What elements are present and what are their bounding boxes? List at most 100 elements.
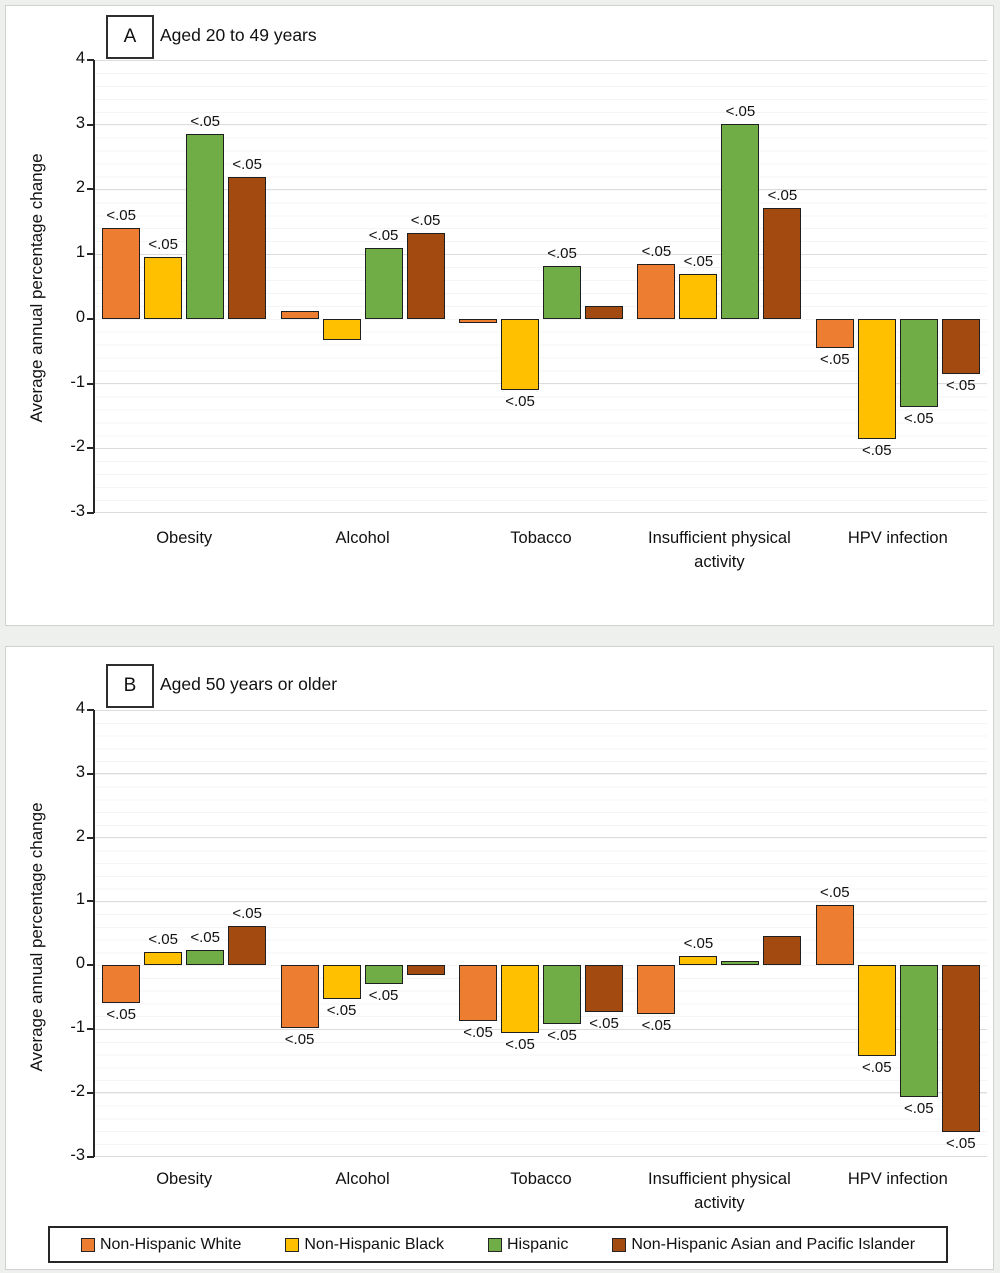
legend-swatch — [612, 1237, 627, 1252]
bar — [186, 134, 225, 319]
y-axis-line — [93, 60, 95, 513]
panel-a-plot-area: 4 3 2 1 0 -1 -2 -3 <.05 <.05 <.05 <.05 Obesity <.05 <.… — [6, 6, 993, 625]
x-category-label: HPV infection — [847, 529, 948, 547]
bar — [763, 208, 802, 319]
y-tick-label-4: 4 — [75, 49, 85, 67]
legend-item: Non-Hispanic White — [80, 1235, 242, 1254]
p-value-label: <.05 — [547, 244, 577, 262]
bar — [585, 965, 623, 1012]
p-value-label: <.05 — [589, 1014, 619, 1032]
panel-a-letter: A — [123, 26, 137, 47]
bar — [459, 318, 497, 324]
y-tick-label-0: 0 — [75, 954, 85, 973]
panel-b: B Aged 50 years or older Average annual … — [5, 646, 994, 1270]
x-category-label: Insufficient physical activity — [648, 1170, 791, 1212]
x-category-label: Tobacco — [510, 1170, 572, 1188]
bar — [543, 965, 581, 1024]
y-axis-tick-2 — [87, 188, 94, 191]
legend-swatch — [80, 1237, 95, 1252]
legend-item: Hispanic — [487, 1235, 569, 1254]
x-category-label: Obesity — [156, 529, 213, 547]
bar — [228, 925, 267, 966]
bar — [637, 263, 676, 319]
x-category-label: Alcohol — [335, 1170, 390, 1188]
gridline-4 — [95, 709, 987, 711]
y-tick-label-2: 2 — [75, 826, 85, 845]
panel-b-letter: B — [123, 675, 137, 696]
y-tick-label-4: 4 — [75, 699, 85, 717]
p-value-label: <.05 — [505, 392, 535, 410]
y-axis-tick--2 — [87, 447, 94, 450]
bar — [459, 965, 497, 1022]
y-axis-tick-4 — [87, 59, 94, 61]
p-value-label: <.05 — [106, 207, 136, 225]
bar — [406, 965, 445, 976]
bar — [102, 228, 141, 319]
p-value-label: <.05 — [861, 1058, 892, 1076]
panel-a: A Aged 20 to 49 years Average annual per… — [5, 5, 994, 626]
y-axis-tick--2 — [87, 1091, 94, 1094]
gridline--1 — [95, 383, 987, 384]
y-axis-tick-0 — [87, 317, 94, 320]
bar — [322, 965, 361, 999]
p-value-label: <.05 — [861, 442, 892, 460]
gridline-2 — [95, 837, 987, 839]
gridline-4 — [95, 59, 987, 61]
bar — [857, 318, 896, 440]
y-axis-tick-4 — [87, 709, 94, 711]
x-category-label: HPV infection — [847, 1170, 948, 1188]
bar — [322, 318, 361, 341]
bar — [144, 256, 183, 319]
legend: Non-Hispanic White Non-Hispanic Black Hisp… — [48, 1226, 948, 1263]
y-tick-label-2: 2 — [75, 178, 85, 197]
y-axis-tick-2 — [87, 836, 94, 839]
p-value-label: <.05 — [819, 884, 850, 902]
p-value-label: <.05 — [232, 156, 262, 174]
x-category-label: Insufficient physical activity — [648, 529, 791, 571]
legend-swatch — [285, 1237, 300, 1252]
p-value-label: <.05 — [683, 252, 714, 270]
y-tick-label-3: 3 — [75, 762, 85, 781]
x-category-label: Alcohol — [335, 529, 390, 547]
p-value-label: <.05 — [368, 227, 399, 245]
legend-item: Non-Hispanic Asian and Pacific Islander — [612, 1236, 915, 1254]
p-value-label: <.05 — [368, 987, 399, 1005]
bar — [406, 232, 445, 319]
y-tick-label-0: 0 — [75, 307, 85, 326]
y-axis-tick-3 — [87, 772, 94, 775]
panel-a-label-box: A — [106, 15, 154, 59]
y-tick-label--1: -1 — [70, 1018, 85, 1036]
panel-b-title: Aged 50 years or older — [160, 674, 338, 694]
bar — [763, 935, 802, 966]
bar — [679, 273, 718, 319]
y-axis-tick--3 — [87, 1155, 94, 1158]
bar — [364, 965, 403, 985]
p-value-label: <.05 — [945, 376, 976, 394]
p-value-label: <.05 — [106, 1005, 136, 1023]
bar — [637, 965, 676, 1015]
bar — [501, 318, 539, 390]
gridline-1 — [95, 253, 987, 255]
legend-item: Non-Hispanic Black — [285, 1236, 444, 1254]
bar — [941, 965, 980, 1133]
p-value-label: <.05 — [767, 187, 798, 205]
bar — [102, 965, 141, 1003]
legend-label: Hispanic — [506, 1235, 569, 1253]
y-axis-tick--1 — [87, 1028, 94, 1030]
y-tick-label--2: -2 — [70, 437, 85, 456]
p-value-label: <.05 — [148, 235, 178, 253]
gridline--3 — [95, 512, 987, 514]
bar — [899, 318, 938, 408]
y-axis-tick--1 — [87, 382, 94, 385]
y-tick-label--2: -2 — [70, 1081, 85, 1100]
y-tick-label-3: 3 — [75, 113, 85, 132]
bar — [721, 961, 760, 966]
y-tick-label-1: 1 — [75, 243, 85, 262]
x-category-label: Obesity — [156, 1170, 213, 1188]
legend-label: Non-Hispanic White — [99, 1235, 242, 1253]
gridline-1 — [95, 900, 987, 902]
y-tick-label--3: -3 — [70, 1145, 85, 1164]
gridline-2 — [95, 188, 987, 190]
x-category-label: Tobacco — [510, 529, 572, 547]
panel-b-label-box: B — [106, 664, 154, 708]
